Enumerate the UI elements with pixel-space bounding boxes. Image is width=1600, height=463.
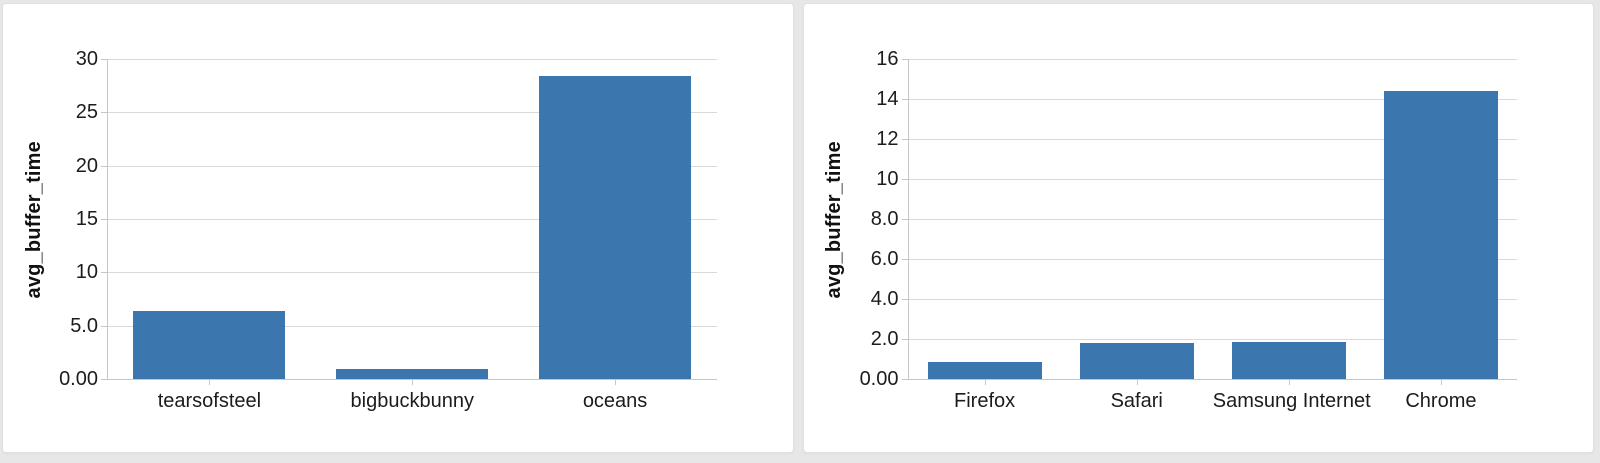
y-tick-label: 15 — [75, 208, 98, 230]
y-gridline — [908, 259, 1517, 260]
y-tick-mark — [901, 99, 909, 100]
y-tick-mark — [901, 379, 909, 380]
x-tick-mark — [984, 379, 986, 385]
y-gridline — [908, 179, 1517, 180]
y-gridline — [908, 339, 1517, 340]
bar[interactable] — [539, 76, 692, 379]
y-gridline — [108, 165, 717, 167]
y-gridline — [108, 112, 717, 114]
x-category-label: Safari — [1110, 390, 1163, 412]
y-tick-label: 2.0 — [870, 328, 899, 350]
bar[interactable] — [1231, 342, 1346, 379]
bar[interactable] — [1079, 343, 1194, 379]
y-tick-label: 30 — [75, 48, 98, 70]
y-gridline — [908, 59, 1517, 60]
y-axis-title: avg_buffer_time — [22, 140, 45, 299]
y-gridline — [108, 325, 717, 327]
plot-area: 0.00 2.0 4.0 6.0 8.0 10 12 14 16 Firefox Safari Sam… — [860, 49, 1517, 411]
y-tick-mark — [901, 219, 909, 220]
x-tick-mark — [615, 379, 617, 385]
x-tick-mark — [412, 379, 414, 385]
y-tick-mark — [101, 165, 108, 167]
x-category-label: tearsofsteel — [157, 390, 262, 412]
y-tick-mark — [901, 339, 909, 340]
chart-card-avg-buffer-time-by-video: avg_buffer_time 0.00 5.0 10 15 20 25 30 tearsof… — [2, 3, 794, 453]
x-tick-mark — [209, 379, 211, 385]
bar[interactable] — [927, 362, 1042, 379]
y-tick-mark — [101, 112, 108, 114]
y-tick-mark — [101, 325, 108, 327]
y-tick-mark — [901, 259, 909, 260]
bar[interactable] — [133, 310, 286, 379]
y-gridline — [108, 59, 717, 60]
y-tick-label: 0.00 — [859, 368, 899, 390]
y-gridline — [908, 139, 1517, 140]
y-tick-label: 4.0 — [870, 288, 899, 310]
y-tick-label: 16 — [876, 48, 899, 70]
bar-chart-by-browser: avg_buffer_time 0.00 2.0 4.0 6.0 8.0 10 12 14 16… — [804, 4, 1594, 452]
x-category-label: oceans — [582, 390, 648, 412]
x-category-label: Samsung Internet — [1212, 390, 1371, 412]
y-axis-title-box: avg_buffer_time — [17, 59, 51, 380]
y-tick-label: 0.00 — [59, 368, 98, 390]
y-gridline — [908, 99, 1517, 100]
x-tick-mark — [1440, 379, 1442, 385]
y-tick-mark — [101, 219, 108, 220]
y-tick-mark — [101, 272, 108, 274]
y-tick-mark — [901, 299, 909, 300]
y-gridline — [108, 272, 717, 274]
bar-chart-by-video: avg_buffer_time 0.00 5.0 10 15 20 25 30 tearsof… — [3, 4, 793, 452]
x-category-label: Firefox — [954, 390, 1016, 412]
x-tick-mark — [1136, 379, 1138, 385]
y-axis-title: avg_buffer_time — [823, 140, 845, 299]
y-tick-label: 12 — [876, 128, 899, 150]
y-tick-mark — [901, 179, 909, 180]
x-category-label: bigbuckbunny — [350, 390, 474, 412]
y-tick-mark — [901, 59, 909, 60]
y-tick-label: 10 — [75, 261, 98, 284]
y-tick-label: 14 — [876, 88, 899, 110]
y-gridline — [108, 219, 717, 220]
y-tick-label: 8.0 — [870, 208, 899, 230]
x-category-label: Chrome — [1405, 390, 1477, 412]
y-tick-mark — [101, 379, 108, 380]
y-tick-label: 5.0 — [70, 314, 98, 337]
y-tick-label: 20 — [75, 154, 98, 177]
y-gridline — [908, 219, 1517, 220]
bar[interactable] — [1383, 91, 1498, 379]
y-tick-mark — [901, 139, 909, 140]
bar[interactable] — [336, 369, 489, 379]
y-tick-label: 10 — [876, 168, 899, 190]
y-tick-label: 25 — [75, 101, 98, 124]
y-tick-mark — [101, 59, 108, 60]
y-axis-title-box: avg_buffer_time — [818, 59, 852, 380]
x-tick-mark — [1288, 379, 1290, 385]
chart-card-avg-buffer-time-by-browser: avg_buffer_time 0.00 2.0 4.0 6.0 8.0 10 12 14 16… — [802, 3, 1594, 453]
y-gridline — [908, 299, 1517, 300]
plot-area: 0.00 5.0 10 15 20 25 30 tearsofsteel bigbuckbunn… — [59, 49, 717, 411]
y-tick-label: 6.0 — [870, 248, 899, 270]
